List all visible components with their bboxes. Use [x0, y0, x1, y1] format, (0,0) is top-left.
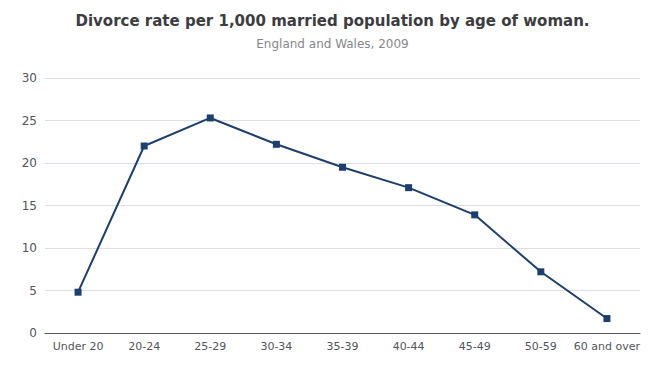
svg-text:Under 20: Under 20	[53, 340, 104, 353]
svg-text:35-39: 35-39	[327, 340, 359, 353]
svg-text:25: 25	[22, 114, 37, 128]
svg-text:England and Wales, 2009: England and Wales, 2009	[256, 37, 409, 51]
svg-text:15: 15	[22, 199, 37, 213]
svg-text:40-44: 40-44	[393, 340, 425, 353]
svg-text:25-29: 25-29	[194, 340, 226, 353]
svg-text:60 and over: 60 and over	[574, 340, 641, 353]
svg-text:Divorce rate per 1,000 married: Divorce rate per 1,000 married populatio…	[75, 12, 589, 30]
svg-text:5: 5	[29, 284, 37, 298]
svg-text:50-59: 50-59	[525, 340, 557, 353]
svg-text:20-24: 20-24	[128, 340, 160, 353]
svg-text:30: 30	[22, 71, 37, 85]
svg-text:20: 20	[22, 156, 37, 170]
svg-text:0: 0	[29, 326, 37, 340]
svg-text:30-34: 30-34	[260, 340, 292, 353]
svg-text:45-49: 45-49	[459, 340, 491, 353]
svg-text:10: 10	[22, 241, 37, 255]
